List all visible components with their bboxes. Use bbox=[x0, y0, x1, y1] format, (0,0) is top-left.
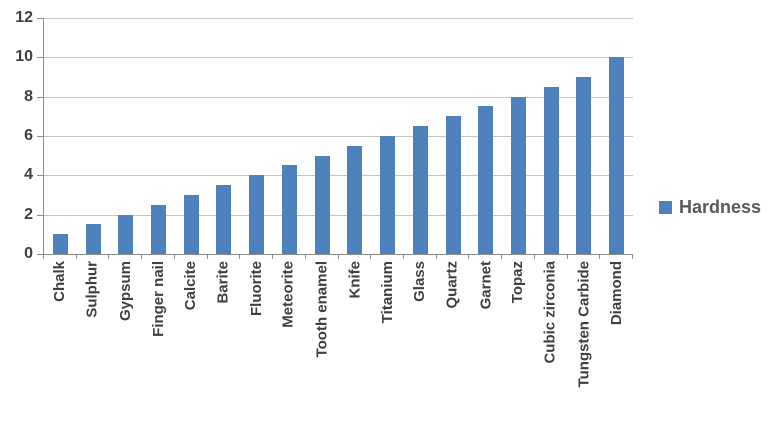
x-axis-tick bbox=[436, 254, 437, 259]
x-axis-label: Quartz bbox=[444, 261, 461, 309]
bar bbox=[609, 57, 624, 254]
bar bbox=[347, 146, 362, 254]
y-axis-tick bbox=[37, 18, 43, 19]
gridline bbox=[44, 97, 633, 98]
x-axis-label: Knife bbox=[346, 261, 363, 299]
x-axis-tick bbox=[207, 254, 208, 259]
x-axis-tick bbox=[239, 254, 240, 259]
y-axis-label: 6 bbox=[24, 127, 33, 144]
y-axis-tick bbox=[37, 136, 43, 137]
x-axis-tick bbox=[141, 254, 142, 259]
x-axis-tick bbox=[43, 254, 44, 259]
x-axis-label: Glass bbox=[411, 261, 428, 302]
x-axis-tick bbox=[599, 254, 600, 259]
bar bbox=[446, 116, 461, 254]
x-axis-label: Fluorite bbox=[248, 261, 265, 316]
x-axis-label: Garnet bbox=[477, 261, 494, 310]
x-axis-tick bbox=[567, 254, 568, 259]
x-axis-label: Gypsum bbox=[117, 261, 134, 322]
y-axis-label: 10 bbox=[15, 48, 33, 65]
x-axis-tick bbox=[468, 254, 469, 259]
y-axis-tick bbox=[37, 57, 43, 58]
x-axis-label: Cubic zirconia bbox=[542, 261, 559, 364]
bar bbox=[544, 87, 559, 254]
bar bbox=[53, 234, 68, 254]
bar bbox=[151, 205, 166, 254]
bar bbox=[86, 224, 101, 254]
x-axis-tick bbox=[305, 254, 306, 259]
x-axis-tick bbox=[108, 254, 109, 259]
y-axis-label: 8 bbox=[24, 88, 33, 105]
y-axis-tick bbox=[37, 97, 43, 98]
x-axis-label: Barite bbox=[215, 261, 232, 304]
x-axis-label: Titanium bbox=[379, 261, 396, 324]
x-axis-tick bbox=[370, 254, 371, 259]
gridline bbox=[44, 57, 633, 58]
x-axis-label: Finger nail bbox=[150, 261, 167, 337]
x-axis-tick bbox=[76, 254, 77, 259]
x-axis-tick bbox=[632, 254, 633, 259]
legend: Hardness bbox=[659, 197, 761, 218]
gridline bbox=[44, 136, 633, 137]
x-axis-tick bbox=[534, 254, 535, 259]
legend-swatch-icon bbox=[659, 201, 672, 214]
x-axis-label: Sulphur bbox=[84, 261, 101, 318]
bar bbox=[511, 97, 526, 254]
x-axis-label: Calcite bbox=[182, 261, 199, 311]
bar bbox=[380, 136, 395, 254]
x-axis-label: Diamond bbox=[608, 261, 625, 326]
y-axis-tick bbox=[37, 254, 43, 255]
y-axis-tick bbox=[37, 175, 43, 176]
gridline bbox=[44, 215, 633, 216]
x-axis-label: Tungsten Carbide bbox=[575, 261, 592, 388]
x-axis-tick bbox=[338, 254, 339, 259]
bar bbox=[315, 156, 330, 254]
bar bbox=[478, 106, 493, 254]
bar bbox=[413, 126, 428, 254]
y-axis-tick bbox=[37, 215, 43, 216]
gridline bbox=[44, 18, 633, 19]
x-axis-label: Tooth enamel bbox=[313, 261, 330, 358]
bar bbox=[184, 195, 199, 254]
x-axis-tick bbox=[174, 254, 175, 259]
x-axis-tick bbox=[403, 254, 404, 259]
plot-area bbox=[43, 18, 633, 255]
x-axis-label: Topaz bbox=[509, 261, 526, 304]
x-axis-label: Chalk bbox=[51, 261, 68, 302]
y-axis-label: 12 bbox=[15, 9, 33, 26]
gridline bbox=[44, 175, 633, 176]
bar bbox=[118, 215, 133, 254]
bar bbox=[282, 165, 297, 254]
bar bbox=[576, 77, 591, 254]
x-axis-tick bbox=[272, 254, 273, 259]
x-axis-label: Meteorite bbox=[280, 261, 297, 328]
legend-label: Hardness bbox=[679, 197, 762, 217]
x-axis-tick bbox=[501, 254, 502, 259]
bar bbox=[216, 185, 231, 254]
y-axis-label: 4 bbox=[24, 166, 33, 183]
y-axis-label: 2 bbox=[24, 206, 33, 223]
bar bbox=[249, 175, 264, 254]
y-axis-label: 0 bbox=[24, 245, 33, 262]
